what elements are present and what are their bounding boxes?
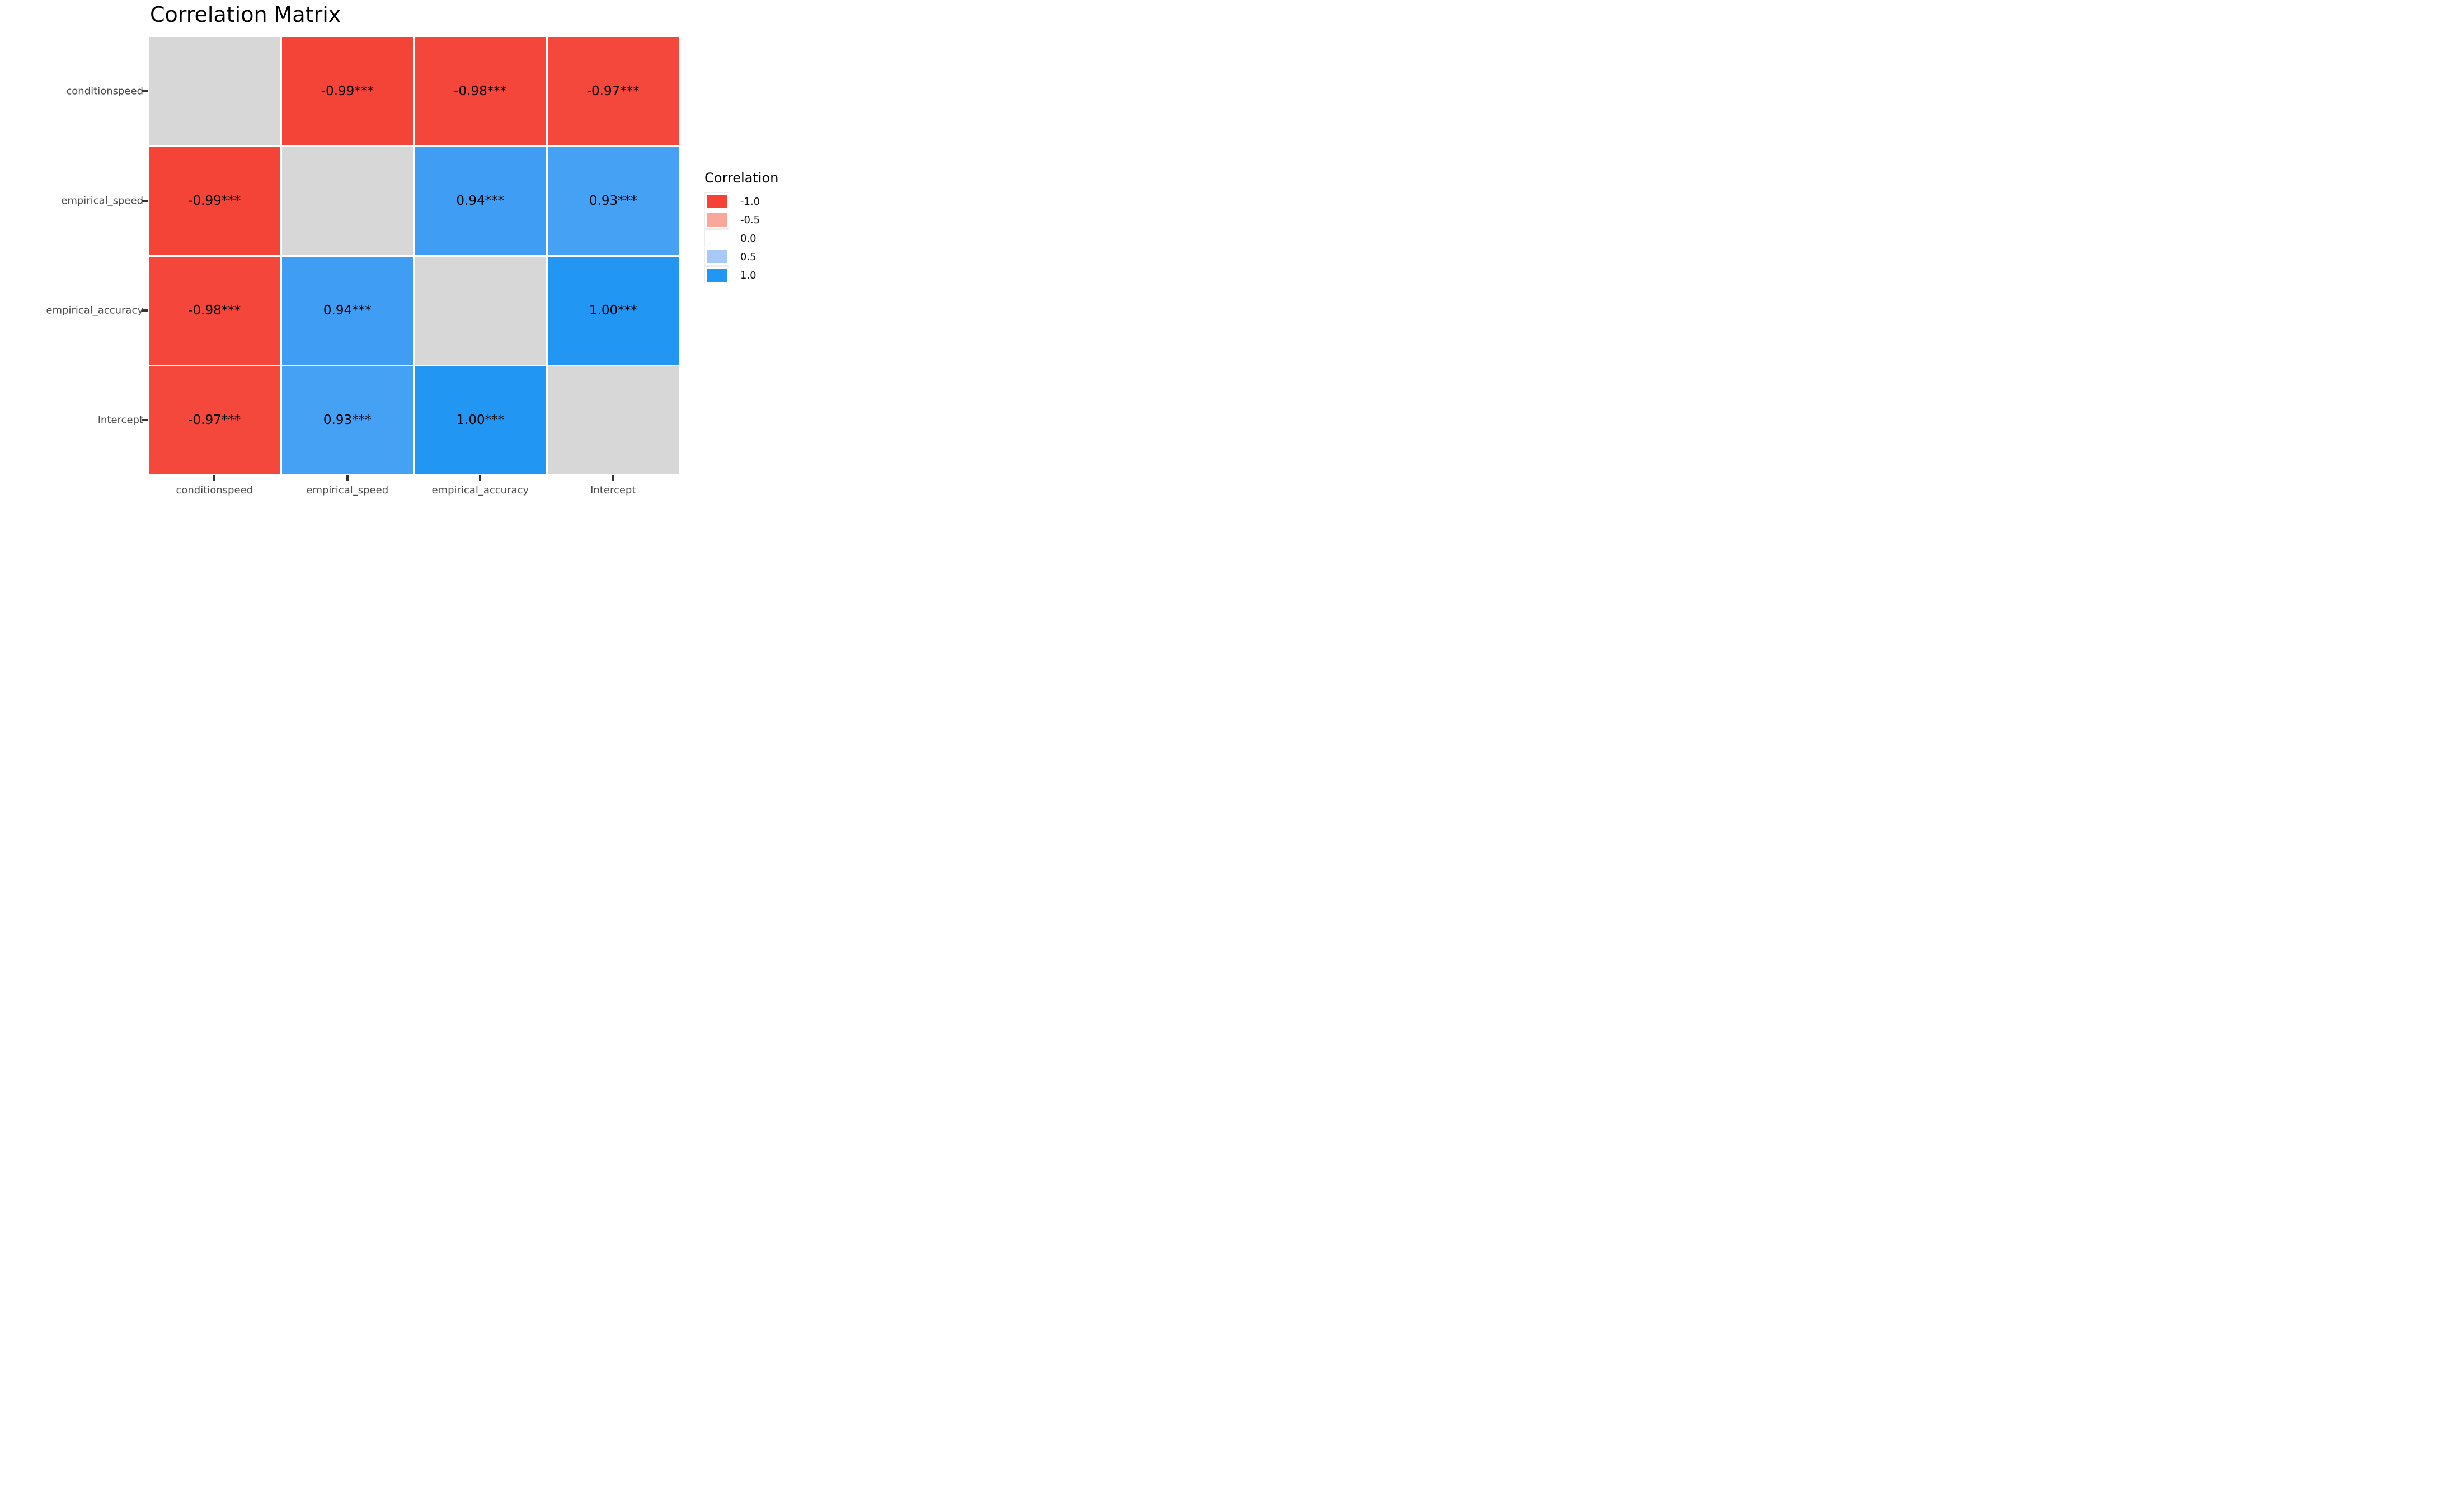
x-axis-label: empirical_accuracy [431,484,529,496]
x-axis-label: Intercept [590,484,636,496]
matrix-cell [415,256,546,365]
legend-label: -0.5 [740,214,760,226]
legend-key [704,192,729,210]
matrix-cell: -0.99*** [281,37,413,145]
legend-entry: 1.0 [704,266,778,284]
legend-entry: 0.0 [704,229,778,247]
plot-title: Correlation Matrix [150,2,341,27]
cell-value: 0.94*** [456,193,505,208]
x-axis-label: empirical_speed [306,484,389,496]
legend-entries: -1.0 -0.5 0.0 0.5 1.0 [704,192,778,284]
legend-swatch [707,250,727,263]
matrix-cell [281,147,413,255]
legend-label: 0.0 [740,232,757,244]
matrix-cell: -0.97*** [149,366,280,474]
y-axis-label: conditionspeed [66,85,143,97]
legend-key [704,211,729,229]
legend-label: 0.5 [740,251,757,263]
cell-value: 0.93*** [323,413,372,428]
matrix-cell [149,37,280,145]
x-axis-label: conditionspeed [176,484,253,496]
cell-value: 0.94*** [323,303,372,318]
x-axis-tick [479,475,482,481]
matrix-cell [547,366,679,474]
y-axis-label: empirical_speed [61,195,143,207]
legend-key [704,266,729,284]
legend-swatch [707,213,727,227]
matrix-cell: 1.00*** [547,256,679,365]
y-axis-tick [142,419,148,422]
legend-entry: -0.5 [704,211,778,229]
matrix-cell: 0.94*** [415,147,546,255]
cell-value: -0.99*** [321,83,374,98]
y-axis-label: Intercept [97,414,143,426]
legend-entry: 0.5 [704,248,778,266]
matrix-cell: 1.00*** [415,366,546,474]
legend-swatch [707,269,727,282]
legend-swatch [707,195,727,208]
cell-value: -0.99*** [188,193,241,208]
legend-swatch [707,232,727,245]
matrix-cell: -0.98*** [415,37,546,145]
x-axis-tick [213,475,216,481]
y-axis-tick [142,309,148,312]
x-axis-tick [346,475,349,481]
y-axis-tick [142,90,148,92]
matrix-cell: 0.94*** [281,256,413,365]
matrix-cell: -0.99*** [149,147,280,255]
heatmap-panel: -0.99*** -0.98*** -0.97*** -0.99*** 0.94*** 0… [149,37,679,474]
matrix-cell: 0.93*** [281,366,413,474]
correlation-matrix-figure: Correlation Matrix -0.99*** -0.98*** -0.97… [0,0,816,504]
legend-title: Correlation [704,170,779,186]
y-axis-label: empirical_accuracy [46,304,143,317]
cell-value: -0.98*** [454,83,507,98]
legend-key [704,248,729,266]
y-axis-tick [142,199,148,202]
matrix-cell: -0.97*** [547,37,679,145]
legend-label: -1.0 [740,195,760,208]
cell-value: -0.97*** [586,83,640,98]
x-axis-tick [612,475,614,481]
cell-value: 1.00*** [456,413,505,428]
legend-label: 1.0 [740,269,757,281]
cell-value: 1.00*** [589,303,637,318]
cell-value: -0.98*** [188,303,241,318]
cell-value: -0.97*** [188,413,241,428]
legend: Correlation -1.0 -0.5 0.0 0.5 1.0 [704,170,778,284]
cell-value: 0.93*** [589,193,637,208]
matrix-cell: 0.93*** [547,147,679,255]
legend-key [704,229,729,247]
matrix-cell: -0.98*** [149,256,280,365]
legend-entry: -1.0 [704,192,778,210]
